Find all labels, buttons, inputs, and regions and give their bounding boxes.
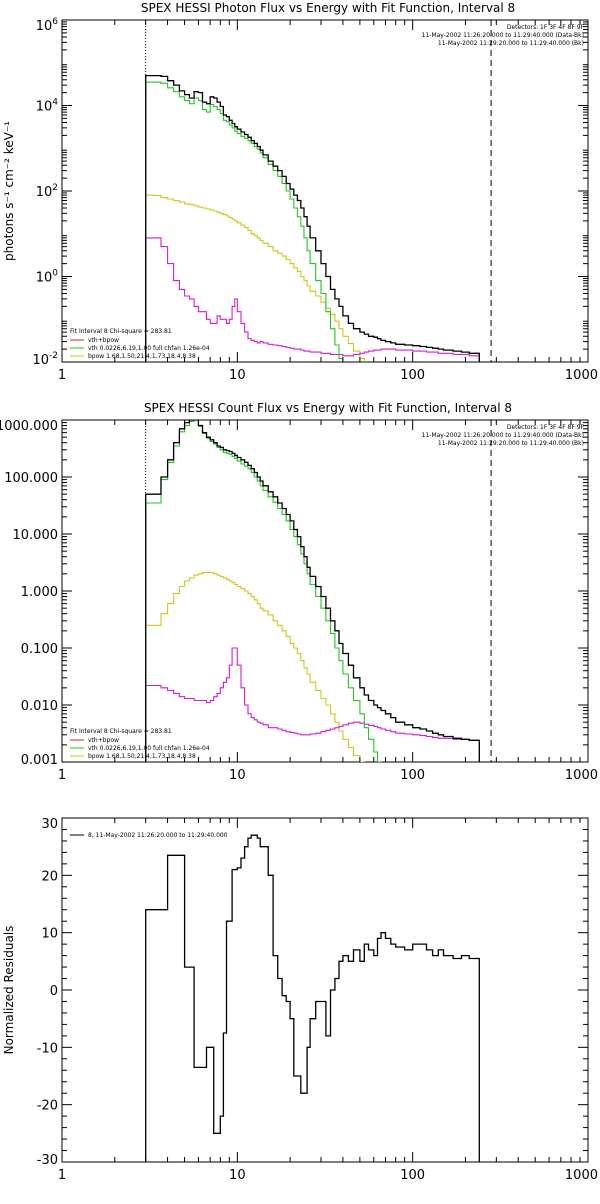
legend-entry-vth: vth 0.0226,6.19,1.00 full chfan 1.26e-04 — [88, 345, 210, 352]
count-flux-series-vth — [145, 420, 382, 762]
y-tick-label: 102 — [36, 183, 58, 200]
legend-bk-text: 11-May-2002 11:29:20.000 to 11:29:40.000… — [438, 440, 584, 447]
y-tick-label: -20 — [37, 1099, 58, 1114]
y-tick-label: 10 — [41, 927, 58, 942]
x-tick-label: 1000 — [565, 1168, 598, 1183]
photon-flux-y-ticks: 10-2 100 102 104 106 — [32, 17, 588, 368]
residuals-legend: 8, 11-May-2002 11:26:20.000 to 11:29:40.… — [70, 832, 228, 839]
y-tick-label: 10-2 — [32, 351, 58, 368]
legend-entry-thick2: vth+bpow — [88, 737, 119, 744]
y-tick-label: 0.001 — [21, 753, 58, 768]
x-tick-label: 1000 — [565, 368, 598, 383]
residuals-x-ticks: 1 10 100 1000 — [58, 818, 598, 1183]
x-tick-label: 1 — [58, 768, 66, 783]
residuals-panel: 1 10 100 1000 -30 -20 -10 0 10 20 30 Normalized R… — [2, 817, 598, 1183]
x-tick-label: 10 — [229, 368, 246, 383]
y-tick-label: 20 — [41, 869, 58, 884]
photon-flux-legend-detectors: Detectors: 1F 3F 4F 8F 9F 11-May-2002 11… — [422, 24, 585, 47]
x-tick-label: 100 — [400, 768, 425, 783]
y-tick-label: 1000.000 — [0, 419, 58, 434]
legend-entry-bpow: bpow 1.68,1.50,21.4,1.73,18.4,8.38 — [88, 753, 196, 760]
legend-bk-text: 11-May-2002 11:29:20.000 to 11:29:40.000… — [438, 40, 584, 47]
residuals-y-ticks: -30 -20 -10 0 10 20 30 — [37, 817, 588, 1168]
legend-fit-header: Fit Interval 8 Chi-square = 283.81 — [70, 328, 172, 335]
residuals-y-axis-label: Normalized Residuals — [2, 926, 16, 1055]
residuals-series-total — [145, 834, 480, 1162]
residuals-plot-frame — [61, 817, 589, 1163]
residuals-curves — [145, 834, 480, 1162]
y-tick-label: 100.000 — [4, 471, 58, 486]
x-tick-label: 100 — [400, 1168, 425, 1183]
legend-data-bk-text: 11-May-2002 11:26:20.000 to 11:29:40.000… — [422, 32, 584, 39]
y-tick-label: 10.000 — [13, 528, 59, 543]
y-tick-label: 0.100 — [21, 642, 58, 657]
photon-flux-panel: SPEX HESSI Photon Flux vs Energy with Fi… — [2, 1, 598, 383]
count-flux-plot-frame — [61, 419, 589, 763]
x-tick-label: 10 — [229, 768, 246, 783]
photon-flux-x-ticks: 1 10 100 1000 — [58, 20, 598, 383]
count-flux-title: SPEX HESSI Count Flux vs Energy with Fit… — [144, 401, 512, 415]
legend-detectors-text: Detectors: 1F 3F 4F 8F 9F — [507, 24, 585, 31]
y-tick-label: 104 — [36, 98, 59, 115]
count-flux-series-residual — [145, 647, 480, 762]
count-flux-x-ticks: 1 10 100 1000 — [58, 420, 598, 783]
y-tick-label: 1.000 — [21, 585, 58, 600]
count-flux-panel: SPEX HESSI Count Flux vs Energy with Fit… — [0, 401, 598, 783]
y-tick-label: -10 — [37, 1041, 58, 1056]
photon-flux-series-bpow — [145, 194, 365, 362]
x-tick-label: 1 — [58, 368, 66, 383]
y-tick-label: 30 — [41, 817, 58, 832]
legend-entry-vth: vth 0.0226,6.19,1.00 full chfan 1.26e-04 — [88, 745, 210, 752]
x-tick-label: 100 — [400, 368, 425, 383]
photon-flux-series-vth — [145, 81, 344, 362]
count-flux-series-bpow — [145, 572, 365, 762]
y-tick-label: 0.010 — [21, 699, 58, 714]
count-flux-y-ticks: 0.001 0.010 0.100 1.000 10.000 100.000 1000.00… — [0, 419, 588, 768]
y-tick-label: 0 — [50, 984, 58, 999]
y-tick-label: 106 — [36, 17, 59, 34]
photon-flux-series-total — [145, 74, 480, 362]
legend-data-bk-text: 11-May-2002 11:26:20.000 to 11:29:40.000… — [422, 432, 584, 439]
photon-flux-title: SPEX HESSI Photon Flux vs Energy with Fi… — [141, 1, 515, 15]
x-tick-label: 1000 — [565, 768, 598, 783]
count-flux-legend-detectors: Detectors: 1F 3F 4F 8F 9F 11-May-2002 11… — [422, 424, 585, 447]
legend-entry-bpow: bpow 1.68,1.50,21.4,1.73,18.4,8.38 — [88, 353, 196, 360]
photon-flux-curves — [145, 20, 492, 362]
x-tick-label: 10 — [229, 1168, 246, 1183]
count-flux-curves — [145, 420, 492, 762]
y-tick-label: 100 — [36, 269, 59, 286]
photon-flux-series-residual — [145, 237, 480, 362]
count-flux-legend-fit: Fit Interval 8 Chi-square = 283.81 vth+b… — [70, 728, 210, 760]
photon-flux-plot-frame — [61, 19, 589, 363]
photon-flux-legend-fit: Fit Interval 8 Chi-square = 283.81 vth+b… — [70, 328, 210, 360]
count-flux-series-total — [145, 420, 480, 762]
legend-fit-header: Fit Interval 8 Chi-square = 283.81 — [70, 728, 172, 735]
x-tick-label: 1 — [58, 1168, 66, 1183]
legend-entry-thick2: vth+bpow — [88, 337, 119, 344]
legend-detectors-text: Detectors: 1F 3F 4F 8F 9F — [507, 424, 585, 431]
legend-residual-text: 8, 11-May-2002 11:26:20.000 to 11:29:40.… — [88, 832, 228, 839]
photon-flux-y-axis-label: photons s⁻¹ cm⁻² keV⁻¹ — [2, 121, 16, 261]
y-tick-label: -30 — [37, 1153, 58, 1168]
